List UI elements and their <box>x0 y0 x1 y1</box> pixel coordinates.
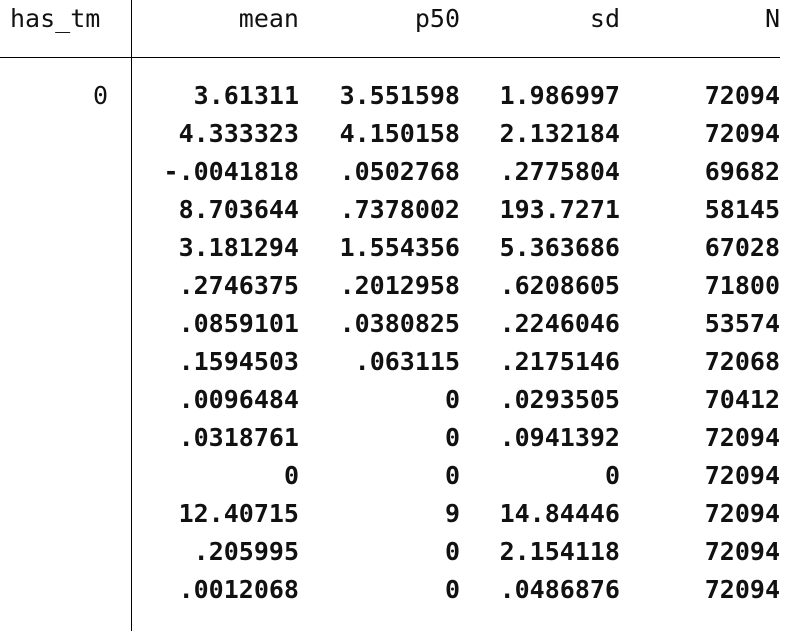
cell-n: 71800 <box>704 271 780 300</box>
cell-sd: .2175146 <box>499 347 620 376</box>
cell-mean: .0012068 <box>178 575 299 604</box>
cell-sd: 193.7271 <box>499 195 620 224</box>
cell-n: 72094 <box>704 537 780 566</box>
cell-p50: 0 <box>444 537 460 566</box>
cell-n: 72094 <box>704 423 780 452</box>
cell-sd: .2775804 <box>499 157 620 186</box>
cell-sd: 2.132184 <box>499 119 620 148</box>
cell-mean: .2746375 <box>178 271 299 300</box>
cell-p50: .063115 <box>354 347 460 376</box>
cell-mean: .0318761 <box>178 423 299 452</box>
cell-sd: 14.84446 <box>499 499 620 528</box>
cell-sd: .6208605 <box>499 271 620 300</box>
cell-mean: .0859101 <box>178 309 299 338</box>
cell-n: 70412 <box>704 385 780 414</box>
cell-mean: .0096484 <box>178 385 299 414</box>
cell-n: 69682 <box>704 157 780 186</box>
header-has-tm: has_tm <box>10 4 101 33</box>
cell-n: 72094 <box>704 499 780 528</box>
cell-mean: .1594503 <box>178 347 299 376</box>
cell-p50: .0502768 <box>339 157 460 186</box>
column-divider <box>131 0 132 631</box>
cell-p50: 0 <box>444 423 460 452</box>
cell-p50: .0380825 <box>339 309 460 338</box>
cell-n: 53574 <box>704 309 780 338</box>
cell-sd: 5.363686 <box>499 233 620 262</box>
cell-mean: 3.61311 <box>193 81 299 110</box>
cell-p50: 3.551598 <box>339 81 460 110</box>
cell-p50: 4.150158 <box>339 119 460 148</box>
cell-p50: .7378002 <box>339 195 460 224</box>
header-p50: p50 <box>414 4 460 33</box>
cell-n: 72068 <box>704 347 780 376</box>
cell-n: 58145 <box>704 195 780 224</box>
cell-sd: .0941392 <box>499 423 620 452</box>
cell-sd: 2.154118 <box>499 537 620 566</box>
header-n: N <box>764 4 780 33</box>
cell-p50: 9 <box>444 499 460 528</box>
cell-sd: 0 <box>604 461 620 490</box>
cell-mean: .205995 <box>193 537 299 566</box>
cell-sd: .0486876 <box>499 575 620 604</box>
cell-n: 72094 <box>704 575 780 604</box>
cell-mean: 0 <box>283 461 299 490</box>
cell-mean: 12.40715 <box>178 499 299 528</box>
header-divider <box>0 57 780 58</box>
cell-p50: 0 <box>444 385 460 414</box>
cell-n: 72094 <box>704 81 780 110</box>
cell-sd: .2246046 <box>499 309 620 338</box>
cell-n: 72094 <box>704 461 780 490</box>
cell-p50: .2012958 <box>339 271 460 300</box>
header-sd: sd <box>589 4 620 33</box>
cell-n: 67028 <box>704 233 780 262</box>
cell-sd: 1.986997 <box>499 81 620 110</box>
cell-mean: 3.181294 <box>178 233 299 262</box>
cell-mean: 4.333323 <box>178 119 299 148</box>
cell-mean: 8.703644 <box>178 195 299 224</box>
cell-p50: 0 <box>444 461 460 490</box>
header-mean: mean <box>238 4 299 33</box>
cell-sd: .0293505 <box>499 385 620 414</box>
cell-mean: -.0041818 <box>163 157 299 186</box>
group-value: 0 <box>92 81 108 110</box>
cell-p50: 0 <box>444 575 460 604</box>
cell-n: 72094 <box>704 119 780 148</box>
cell-p50: 1.554356 <box>339 233 460 262</box>
